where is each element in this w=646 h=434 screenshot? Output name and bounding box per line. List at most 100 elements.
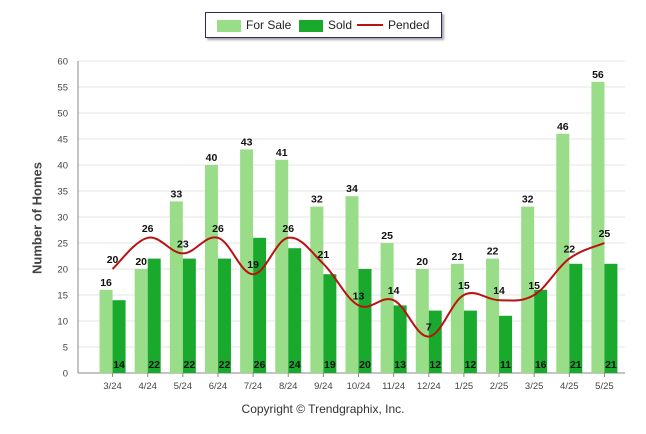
y-tick-label: 45 xyxy=(57,135,68,146)
data-label-pended: 21 xyxy=(318,249,330,261)
bar-sold xyxy=(499,315,513,373)
bar-for-sale xyxy=(380,243,394,373)
data-label-for-sale: 20 xyxy=(135,256,147,268)
data-label-pended: 22 xyxy=(563,244,575,256)
bar-sold xyxy=(182,258,196,373)
data-label-sold: 24 xyxy=(289,359,301,371)
legend: For Sale Sold Pended xyxy=(205,12,442,38)
data-label-sold: 21 xyxy=(605,359,617,371)
legend-swatch-pended xyxy=(357,23,383,26)
data-label-for-sale: 32 xyxy=(522,194,534,206)
bar-for-sale xyxy=(134,269,148,373)
bar-for-sale xyxy=(275,159,289,373)
data-label-sold: 26 xyxy=(254,359,266,371)
data-label-for-sale: 41 xyxy=(276,147,288,159)
x-tick-label: 4/25 xyxy=(560,381,579,392)
data-label-pended: 7 xyxy=(426,322,432,334)
bar-for-sale xyxy=(310,206,324,373)
data-label-sold: 22 xyxy=(148,359,160,371)
data-label-sold: 12 xyxy=(465,359,477,371)
y-tick-label: 20 xyxy=(57,265,68,276)
x-tick-label: 12/24 xyxy=(417,381,441,392)
data-label-pended: 20 xyxy=(107,254,119,266)
bar-for-sale xyxy=(591,81,605,374)
x-tick-label: 8/24 xyxy=(279,381,298,392)
y-tick-label: 30 xyxy=(57,213,68,224)
x-tick-label: 9/24 xyxy=(314,381,333,392)
y-tick-label: 50 xyxy=(57,109,68,120)
data-label-for-sale: 46 xyxy=(557,121,569,133)
legend-label-for-sale: For Sale xyxy=(246,18,292,32)
bar-sold xyxy=(253,237,267,373)
data-label-sold: 14 xyxy=(113,359,125,371)
data-label-for-sale: 33 xyxy=(170,188,182,200)
x-tick-label: 10/24 xyxy=(347,381,371,392)
legend-swatch-sold xyxy=(299,19,323,32)
data-label-pended: 26 xyxy=(212,223,224,235)
bar-for-sale xyxy=(345,196,359,373)
data-label-for-sale: 21 xyxy=(452,251,464,263)
x-tick-label: 5/24 xyxy=(174,381,193,392)
data-label-for-sale: 56 xyxy=(592,69,604,81)
x-tick-label: 3/25 xyxy=(525,381,544,392)
y-tick-label: 5 xyxy=(63,343,68,354)
y-tick-label: 0 xyxy=(63,369,68,380)
data-label-pended: 25 xyxy=(599,228,611,240)
data-label-sold: 12 xyxy=(429,359,441,371)
data-label-sold: 21 xyxy=(570,359,582,371)
bar-for-sale xyxy=(415,269,429,373)
x-tick-label: 1/25 xyxy=(455,381,474,392)
data-label-for-sale: 20 xyxy=(416,256,428,268)
data-label-pended: 26 xyxy=(142,223,154,235)
bar-sold xyxy=(288,248,302,373)
bar-sold xyxy=(393,305,407,373)
data-label-pended: 23 xyxy=(177,238,189,250)
data-label-pended: 26 xyxy=(282,223,294,235)
bar-for-sale xyxy=(450,263,464,373)
y-tick-label: 15 xyxy=(57,291,68,302)
x-tick-label: 3/24 xyxy=(103,381,122,392)
x-tick-label: 11/24 xyxy=(382,381,405,392)
data-label-for-sale: 25 xyxy=(381,230,393,242)
bar-for-sale xyxy=(521,206,535,373)
x-tick-label: 5/25 xyxy=(595,381,614,392)
y-axis-title: Number of Homes xyxy=(29,162,45,274)
y-tick-label: 10 xyxy=(57,317,68,328)
bar-for-sale xyxy=(240,149,254,373)
bar-for-sale xyxy=(169,201,183,373)
data-label-pended: 19 xyxy=(247,259,259,271)
x-tick-label: 2/25 xyxy=(490,381,509,392)
data-label-for-sale: 40 xyxy=(206,152,218,164)
legend-swatch-for-sale xyxy=(217,19,241,32)
data-label-sold: 13 xyxy=(394,359,406,371)
data-label-sold: 16 xyxy=(535,359,547,371)
legend-item-sold: Sold xyxy=(299,18,352,32)
bar-for-sale xyxy=(486,258,500,373)
bar-sold xyxy=(428,310,442,373)
copyright: Copyright © Trendgraphix, Inc. xyxy=(241,402,405,416)
bar-for-sale xyxy=(204,165,218,373)
legend-label-sold: Sold xyxy=(328,18,353,32)
bar-for-sale xyxy=(99,289,113,373)
bar-sold xyxy=(534,289,548,373)
data-label-sold: 22 xyxy=(183,359,195,371)
y-tick-label: 25 xyxy=(57,239,68,250)
data-label-pended: 15 xyxy=(528,280,540,292)
bar-for-sale xyxy=(556,133,570,373)
x-tick-label: 7/24 xyxy=(244,381,263,392)
data-label-for-sale: 34 xyxy=(346,183,358,195)
line-pended xyxy=(111,236,605,338)
data-label-sold: 11 xyxy=(500,359,511,371)
bar-sold xyxy=(323,274,337,373)
data-label-sold: 19 xyxy=(324,359,336,371)
bar-sold xyxy=(569,263,583,373)
bar-sold xyxy=(463,310,477,373)
legend-label-pended: Pended xyxy=(388,18,430,32)
data-label-pended: 13 xyxy=(353,290,365,302)
y-tick-label: 40 xyxy=(57,161,68,172)
data-label-sold: 22 xyxy=(219,359,231,371)
bar-sold xyxy=(604,263,618,373)
data-label-pended: 15 xyxy=(458,280,470,292)
bar-sold xyxy=(112,300,126,373)
